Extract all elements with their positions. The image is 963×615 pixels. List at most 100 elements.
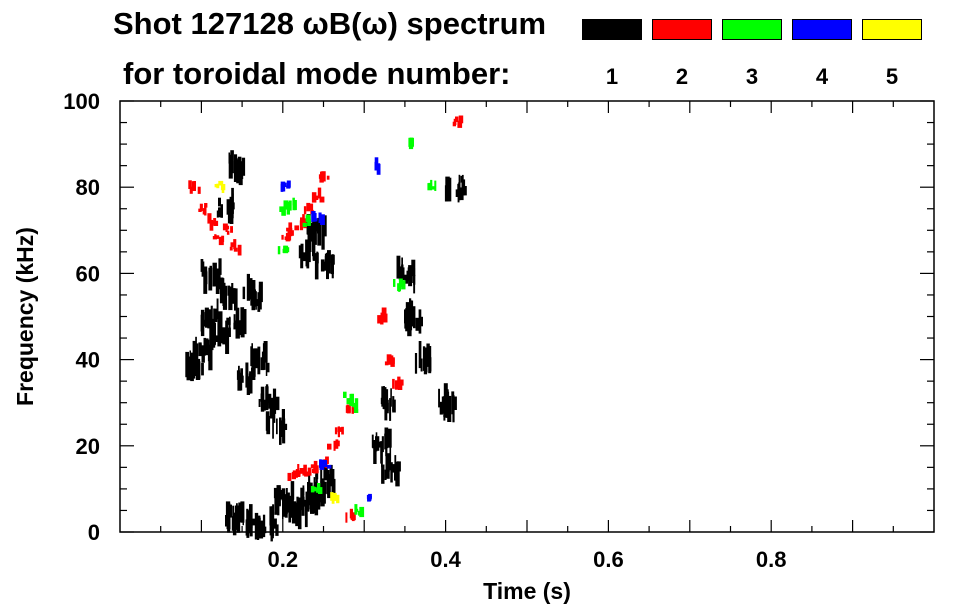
spectrum-point <box>313 466 319 474</box>
spectrum-point <box>294 502 299 510</box>
spectrum-point <box>285 232 289 239</box>
spectrum-point <box>415 317 420 331</box>
spectrum-point <box>455 189 459 197</box>
spectrum-point <box>213 308 218 322</box>
spectrum-point <box>230 504 232 518</box>
spectrum-point <box>255 524 259 535</box>
spectrum-point <box>227 285 231 296</box>
spectrum-point <box>315 471 319 480</box>
spectrum-point <box>317 187 322 199</box>
spectrum-point <box>300 245 304 269</box>
spectrum-point <box>392 396 395 412</box>
legend-swatch-5 <box>862 19 922 40</box>
spectrum-point <box>439 401 443 415</box>
spectrum-point <box>321 478 324 497</box>
spectrum-point <box>224 282 226 292</box>
y-axis-label: Frequency (kHz) <box>12 227 38 406</box>
spectrum-point <box>386 354 392 365</box>
spectrum-point <box>197 186 201 194</box>
spectrum-point <box>264 399 266 411</box>
spectrum-point <box>288 499 292 523</box>
spectrum-point <box>255 291 257 310</box>
spectrum-point <box>408 265 413 287</box>
spectrum-point <box>407 267 410 279</box>
spectrum-point <box>213 218 217 224</box>
spectrum-point <box>346 404 351 413</box>
spectrum-point <box>216 210 219 218</box>
y-tick-label: 0 <box>88 520 100 545</box>
spectrum-point <box>291 501 297 524</box>
spectrum-point <box>257 515 261 536</box>
spectrum-point <box>418 309 422 334</box>
spectrum-point <box>305 500 308 509</box>
spectrum-point <box>302 252 307 262</box>
spectrum-point <box>307 484 309 502</box>
spectrum-point <box>310 464 315 468</box>
legend-label-2: 2 <box>675 64 689 89</box>
spectrum-point <box>229 316 231 337</box>
spectrum-point <box>333 440 336 451</box>
spectrum-point <box>293 472 298 477</box>
spectrum-point <box>218 197 221 207</box>
spectrum-point <box>230 150 234 174</box>
spectrum-point <box>188 180 192 189</box>
spectrum-point <box>349 393 354 400</box>
spectrum-point <box>297 502 301 522</box>
spectrum-point <box>323 460 327 468</box>
spectrum-point <box>358 511 364 515</box>
spectrum-point <box>282 507 285 516</box>
spectrum-point <box>397 376 401 381</box>
spectrum-point <box>272 388 277 414</box>
spectrum-point <box>397 470 400 480</box>
legend-swatch-1 <box>582 19 642 40</box>
spectrum-point <box>428 182 431 189</box>
spectrum-point <box>239 162 244 180</box>
spectrum-point <box>291 496 294 518</box>
spectrum-point <box>206 309 212 328</box>
spectrum-point <box>281 234 284 240</box>
spectrum-point <box>260 386 265 412</box>
spectrum-point <box>391 355 394 364</box>
spectrum-point <box>304 471 309 477</box>
spectrum-point <box>230 207 232 218</box>
spectrum-point <box>248 510 253 534</box>
spectrum-point <box>298 245 302 259</box>
spectrum-point <box>453 118 457 125</box>
spectrum-point <box>331 254 334 279</box>
spectrum-point <box>460 175 463 183</box>
spectrum-point <box>209 265 212 281</box>
spectrum-point <box>270 401 273 413</box>
spectrum-point <box>228 202 233 213</box>
spectrum-point <box>229 246 233 251</box>
spectrum-point <box>320 214 325 225</box>
spectrum-point <box>377 315 382 324</box>
spectrum-marks <box>185 115 467 542</box>
spectrum-point <box>287 472 292 481</box>
spectrum-point <box>462 186 467 196</box>
spectrum-point <box>319 459 322 468</box>
spectrum-point <box>258 520 264 539</box>
spectrum-point <box>430 179 433 189</box>
spectrum-point <box>209 219 214 231</box>
spectrum-point <box>311 192 317 203</box>
spectrum-point <box>220 333 224 344</box>
spectrum-point <box>200 259 204 272</box>
spectrum-point <box>272 504 275 528</box>
spectrum-point <box>282 418 286 444</box>
spectrum-point <box>304 499 308 528</box>
y-tick-label: 40 <box>76 348 100 373</box>
spectrum-point <box>268 393 272 409</box>
spectrum-point <box>305 239 310 255</box>
spectrum-point <box>282 497 286 509</box>
spectrum-point <box>441 396 446 414</box>
spectrum-point <box>431 186 435 190</box>
spectrum-point <box>242 515 244 526</box>
spectrum-point <box>220 204 223 218</box>
spectrum-point <box>205 271 208 280</box>
y-tick-label: 100 <box>63 89 100 114</box>
spectrum-point <box>191 181 196 191</box>
spectrum-point <box>404 274 409 284</box>
spectrum-point <box>216 183 220 189</box>
spectrum-point <box>317 483 321 510</box>
